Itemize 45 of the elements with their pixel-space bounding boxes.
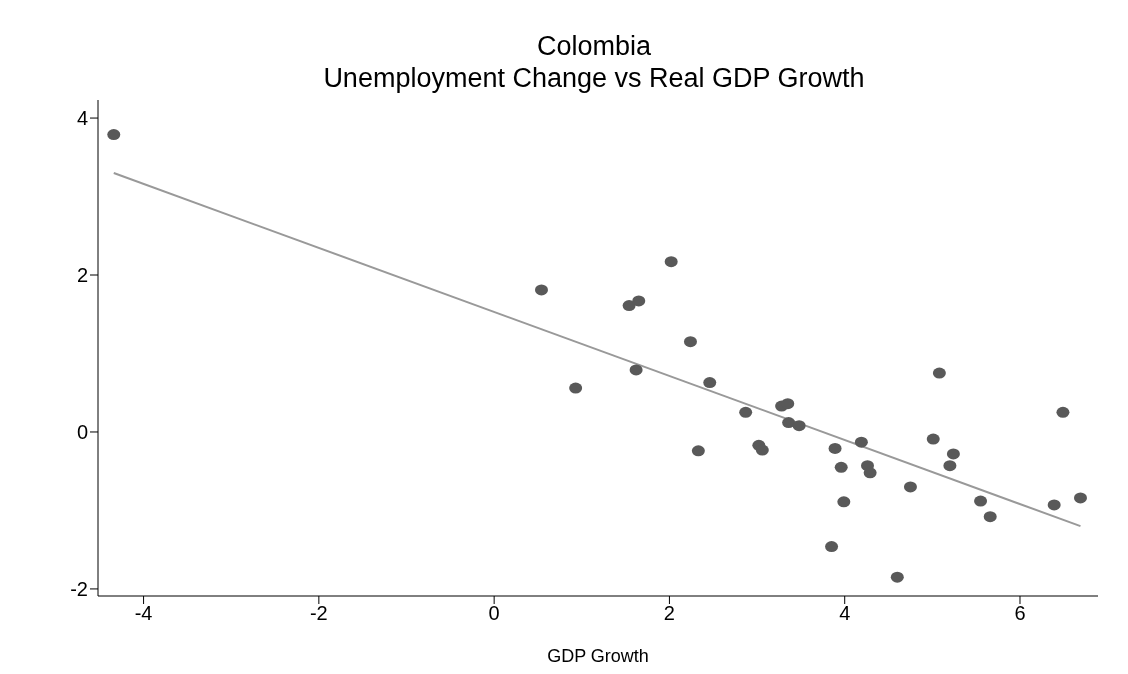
point <box>703 377 717 389</box>
point <box>107 129 121 141</box>
y-tick-label: 0 <box>76 421 88 444</box>
point <box>792 420 806 432</box>
point <box>1073 492 1087 504</box>
point <box>834 461 848 473</box>
point <box>943 460 957 472</box>
point <box>890 571 904 583</box>
chart-title: Colombia <box>535 30 653 62</box>
point <box>683 336 697 348</box>
point <box>837 496 851 508</box>
point <box>932 367 946 379</box>
point <box>983 511 997 523</box>
x-tick-label: 2 <box>663 602 675 625</box>
y-tick-label: 2 <box>76 264 88 287</box>
x-tick-label: -4 <box>134 602 153 625</box>
point <box>828 442 842 454</box>
x-tick-label: 4 <box>839 602 851 625</box>
point <box>569 382 583 394</box>
point <box>926 433 940 445</box>
x-tick-label: -2 <box>309 602 328 625</box>
point <box>622 300 636 312</box>
point <box>781 398 795 410</box>
point <box>974 495 988 507</box>
point <box>903 481 917 493</box>
point <box>1047 499 1061 511</box>
chart-subtitle: Unemployment Change vs Real GDP Growth <box>322 62 866 94</box>
y-tick-label: -2 <box>70 578 88 601</box>
point <box>782 417 796 429</box>
point <box>863 467 877 479</box>
x-tick-label: 6 <box>1014 602 1026 625</box>
point <box>1056 406 1070 418</box>
x-tick-label: 0 <box>488 602 500 625</box>
point <box>629 364 643 376</box>
point <box>691 445 705 457</box>
point <box>632 295 646 307</box>
point <box>739 406 753 418</box>
point <box>854 436 868 448</box>
point <box>664 256 678 268</box>
point <box>755 444 769 456</box>
point <box>946 448 960 460</box>
y-tick-label: 4 <box>76 107 88 130</box>
point <box>534 284 548 296</box>
point <box>825 541 839 553</box>
x-axis-title: GDP Growth <box>547 646 649 666</box>
